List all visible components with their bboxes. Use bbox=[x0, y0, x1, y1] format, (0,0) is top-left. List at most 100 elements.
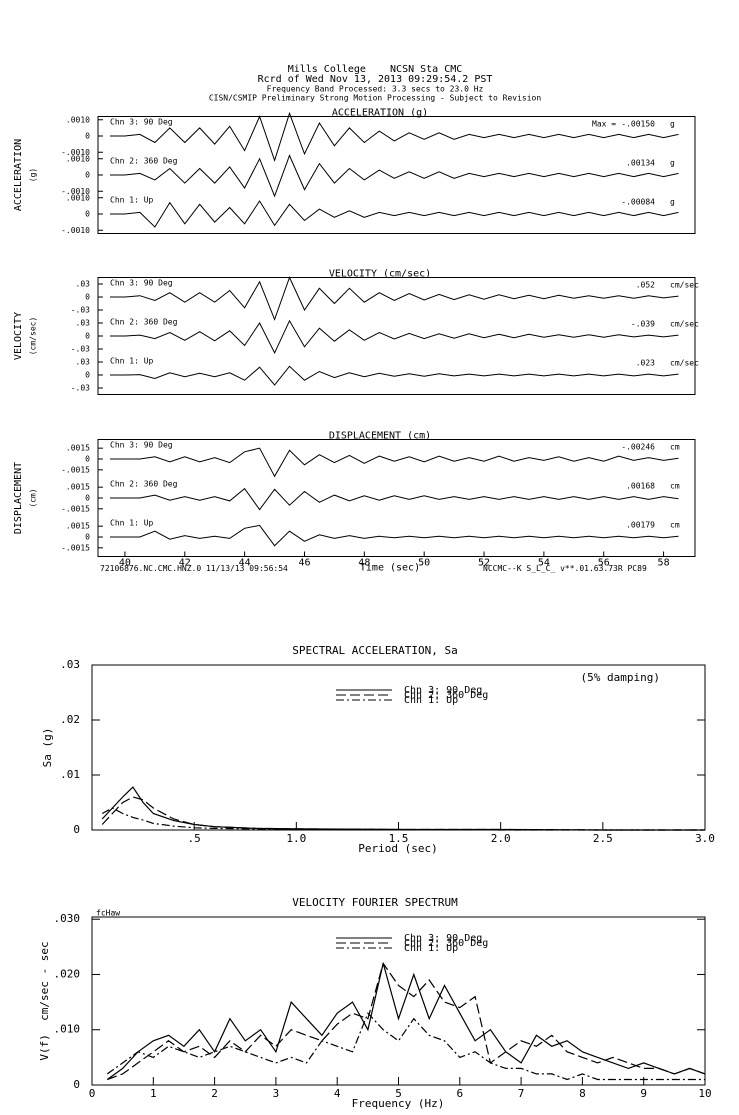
y-tick-label: .010 bbox=[54, 1023, 81, 1036]
max-value: -.00150 bbox=[621, 120, 655, 129]
y-tick-label: .030 bbox=[54, 912, 81, 925]
y-tick-label: 0 bbox=[85, 293, 90, 302]
x-tick-label: 2.0 bbox=[491, 832, 511, 845]
max-value: .023 bbox=[636, 359, 655, 368]
channel-name: Chn 3: 90 Deg bbox=[110, 279, 173, 288]
note: fcHaw bbox=[96, 909, 120, 918]
y-tick-label: -.03 bbox=[71, 306, 90, 315]
note: (5% damping) bbox=[581, 671, 660, 684]
x-axis-title: Frequency (Hz) bbox=[352, 1097, 445, 1110]
x-tick-label: 0 bbox=[89, 1087, 96, 1100]
channel-name: Chn 3: 90 Deg bbox=[110, 118, 173, 127]
legend-label: Chn 3: 90 Deg bbox=[404, 685, 482, 696]
panel-frame bbox=[97, 116, 696, 234]
max-unit: cm/sec bbox=[670, 359, 699, 368]
x-tick-label: 4 bbox=[334, 1087, 341, 1100]
x-tick-label: 5 bbox=[395, 1087, 402, 1100]
x-tick-label: 6 bbox=[456, 1087, 463, 1100]
y-tick-label: 0 bbox=[85, 132, 90, 141]
x-tick-label: 1.0 bbox=[286, 832, 306, 845]
x-tick-label: 46 bbox=[298, 558, 310, 569]
trace bbox=[110, 365, 679, 386]
x-tick-label: 50 bbox=[418, 558, 430, 569]
x-tick-label: 40 bbox=[119, 558, 131, 569]
x-tick-label: 7 bbox=[518, 1087, 525, 1100]
channel-name: Chn 2: 360 Deg bbox=[110, 318, 178, 327]
y-tick-label: .0015 bbox=[66, 483, 90, 492]
y-tick-label: 0 bbox=[85, 494, 90, 503]
chart-title: SPECTRAL ACCELERATION, Sa bbox=[292, 644, 458, 657]
max-unit: g bbox=[670, 120, 675, 129]
series-line bbox=[106, 1012, 705, 1081]
trace bbox=[110, 487, 679, 511]
legend-label: Chn 3: 90 Deg bbox=[404, 933, 482, 944]
footer-right: NCCMC--K S_L_C_ v**.01.63.73R PC89 bbox=[483, 564, 647, 573]
trace bbox=[110, 319, 679, 355]
x-axis-title: Period (sec) bbox=[358, 842, 437, 855]
channel-name: Chn 3: 90 Deg bbox=[110, 441, 173, 450]
y-group-label: DISPLACEMENT bbox=[13, 462, 24, 534]
x-tick-label: 1 bbox=[150, 1087, 157, 1100]
y-tick-label: -.03 bbox=[71, 384, 90, 393]
y-tick-label: .03 bbox=[76, 319, 91, 328]
y-tick-label: -.0010 bbox=[61, 187, 90, 196]
channel-name: Chn 1: Up bbox=[110, 519, 154, 528]
y-tick-label: .03 bbox=[76, 280, 91, 289]
legend-label: Chn 1: Up bbox=[404, 943, 458, 954]
y-tick-label: .01 bbox=[60, 768, 80, 781]
channel-name: Chn 1: Up bbox=[110, 357, 154, 366]
y-tick-label: 0 bbox=[85, 210, 90, 219]
y-tick-label: 0 bbox=[85, 533, 90, 542]
y-tick-label: 0 bbox=[73, 823, 80, 836]
x-tick-label: 54 bbox=[538, 558, 550, 569]
legend-label: Chn 2: 360 Deg bbox=[404, 690, 488, 701]
x-tick-label: 1.5 bbox=[389, 832, 409, 845]
x-tick-label: 3.0 bbox=[695, 832, 715, 845]
y-group-unit: (g) bbox=[29, 168, 38, 182]
x-tick-label: 58 bbox=[658, 558, 670, 569]
max-value: .052 bbox=[636, 281, 655, 290]
y-tick-label: .0010 bbox=[66, 193, 90, 202]
footer-left: 72106876.NC.CMC.HNZ.0 11/13/13 09:56:54 bbox=[100, 564, 288, 573]
y-tick-label: -.03 bbox=[71, 345, 90, 354]
x-tick-label: 52 bbox=[478, 558, 490, 569]
trace bbox=[110, 200, 679, 228]
trace bbox=[110, 524, 679, 547]
panel-title: DISPLACEMENT (cm) bbox=[329, 431, 431, 442]
y-tick-label: .0015 bbox=[66, 522, 90, 531]
y-tick-label: 0 bbox=[85, 171, 90, 180]
y-axis-title: Sa (g) bbox=[41, 728, 54, 768]
series-line bbox=[101, 807, 705, 831]
y-tick-label: .03 bbox=[60, 658, 80, 671]
panel-frame bbox=[97, 439, 696, 557]
max-unit: cm/sec bbox=[670, 320, 699, 329]
y-group-unit: (cm) bbox=[29, 488, 38, 507]
max-unit: g bbox=[670, 159, 675, 168]
y-axis-title: V(f) cm/sec - sec bbox=[38, 941, 51, 1060]
trace bbox=[110, 276, 679, 321]
series-line bbox=[107, 962, 706, 1081]
x-tick-label: 10 bbox=[698, 1087, 711, 1100]
x-axis-title: Time (sec) bbox=[360, 563, 420, 574]
trace bbox=[110, 447, 679, 478]
max-value: -.039 bbox=[631, 320, 655, 329]
max-unit: cm bbox=[670, 482, 680, 491]
x-tick-label: 8 bbox=[579, 1087, 586, 1100]
y-tick-label: .03 bbox=[76, 358, 91, 367]
panel-frame bbox=[97, 277, 696, 395]
panel-title: ACCELERATION (g) bbox=[332, 108, 428, 119]
max-value: .00134 bbox=[626, 159, 655, 168]
trace bbox=[110, 111, 679, 162]
x-tick-label: 3 bbox=[273, 1087, 280, 1100]
chart-title: VELOCITY FOURIER SPECTRUM bbox=[292, 896, 458, 909]
max-unit: cm/sec bbox=[670, 281, 699, 290]
x-tick-label: 42 bbox=[179, 558, 191, 569]
y-tick-label: .0010 bbox=[66, 154, 90, 163]
y-tick-label: 0 bbox=[85, 332, 90, 341]
y-group-label: VELOCITY bbox=[13, 312, 24, 360]
y-tick-label: 0 bbox=[85, 371, 90, 380]
max-value: -.00084 bbox=[621, 198, 655, 207]
y-group-label: ACCELERATION bbox=[13, 139, 24, 211]
channel-name: Chn 2: 360 Deg bbox=[110, 480, 178, 489]
